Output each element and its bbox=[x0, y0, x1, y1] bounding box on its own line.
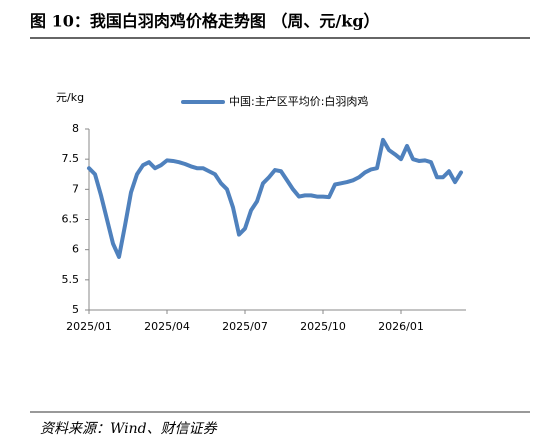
y-tick-label: 5.5 bbox=[62, 273, 80, 286]
y-tick-label: 7 bbox=[72, 182, 79, 195]
x-tick-label: 2025/04 bbox=[144, 320, 190, 333]
y-tick-label: 8 bbox=[72, 122, 79, 135]
legend-label: 中国:主产区平均价:白羽肉鸡 bbox=[229, 94, 368, 108]
x-tick-label: 2025/01 bbox=[66, 320, 112, 333]
y-tick-label: 6.5 bbox=[62, 213, 80, 226]
chart-title: 图 10：我国白羽肉鸡价格走势图 （周、元/kg） bbox=[30, 12, 380, 31]
x-tick-label: 2026/01 bbox=[378, 320, 424, 333]
y-tick-label: 7.5 bbox=[62, 152, 80, 165]
x-tick-label: 2025/10 bbox=[300, 320, 346, 333]
x-tick-label: 2025/07 bbox=[222, 320, 268, 333]
source: 资料来源：Wind、财信证券 bbox=[40, 421, 218, 437]
y-tick-label: 6 bbox=[72, 243, 79, 256]
y-tick-label: 5 bbox=[72, 303, 79, 316]
line bbox=[87, 137, 463, 259]
y-axis-label: 元/kg bbox=[56, 91, 84, 104]
